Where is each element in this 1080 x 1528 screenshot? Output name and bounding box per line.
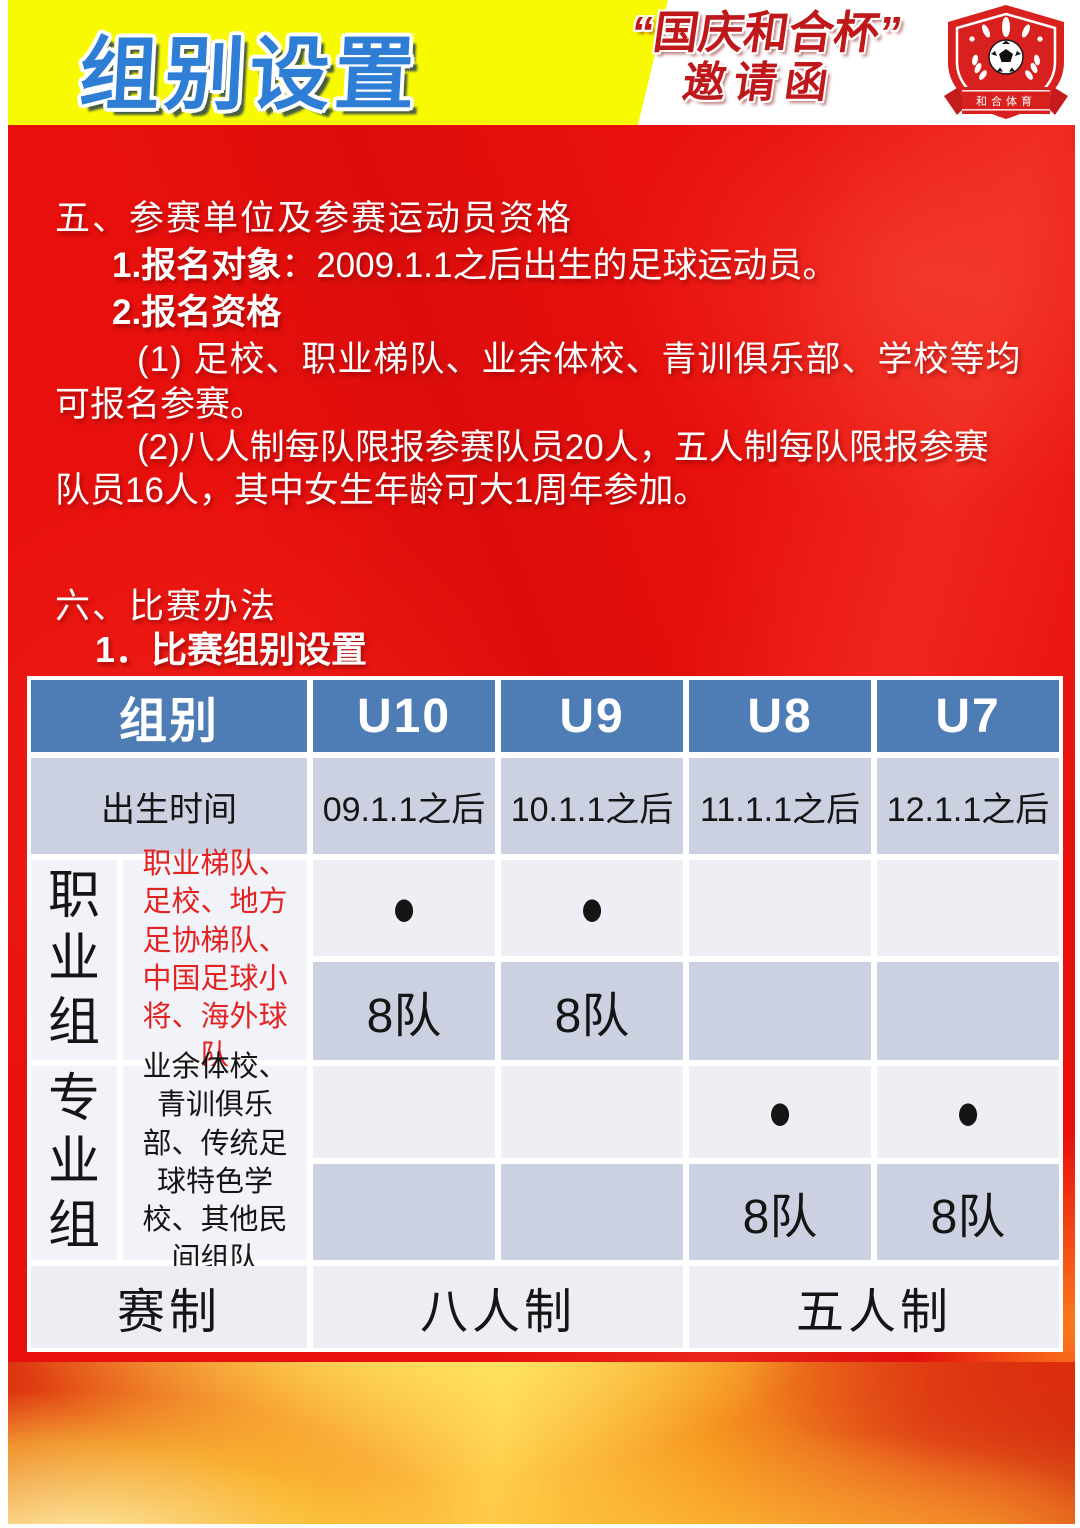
table-header-u9: U9 bbox=[501, 680, 683, 752]
soccer-ball-icon bbox=[988, 39, 1024, 75]
birth-u7: 12.1.1之后 bbox=[877, 758, 1059, 854]
section5-line5: (2)八人制每队限报参赛队员20人，五人制每队限报参赛 bbox=[137, 428, 989, 467]
flame-decoration bbox=[8, 1362, 1075, 1524]
yellow-banner-shape bbox=[8, 0, 668, 125]
badge-ribbon: 和合体育 bbox=[944, 87, 1068, 115]
section5-heading: 五、参赛单位及参赛运动员资格 bbox=[55, 199, 574, 238]
table-header-u7: U7 bbox=[877, 680, 1059, 752]
section5-line4: 可报名参赛。 bbox=[55, 385, 266, 424]
section5-line3: (1) 足校、职业梯队、业余体校、青训俱乐部、学校等均 bbox=[137, 340, 1022, 379]
prof-teams-u10: 8队 bbox=[313, 962, 495, 1060]
section5-item1-label: 1.报名对象 bbox=[112, 246, 282, 285]
spec-teams-u8: 8队 bbox=[689, 1164, 871, 1260]
prof-dot-u9: ● bbox=[501, 860, 683, 956]
badge-text: 和合体育 bbox=[976, 94, 1036, 108]
groups-table: 组别 U10 U9 U8 U7 出生时间 09.1.1之后 10.1.1之后 1… bbox=[27, 676, 1063, 1352]
prof-dot-u10: ● bbox=[313, 860, 495, 956]
top-banner: 组别设置 “国庆和合杯” 邀请函 bbox=[8, 0, 1075, 125]
birth-u10: 09.1.1之后 bbox=[313, 758, 495, 854]
section5-line6: 队员16人，其中女生年龄可大1周年参加。 bbox=[55, 471, 709, 510]
spec-dot-u10 bbox=[313, 1066, 495, 1158]
format-row-label: 赛制 bbox=[31, 1266, 307, 1348]
spec-group-label: 专业组 bbox=[31, 1066, 117, 1260]
section5-item1: 1.报名对象：2009.1.1之后出生的足球运动员。 bbox=[112, 237, 837, 288]
table-header-u10: U10 bbox=[313, 680, 495, 752]
tournament-subtitle: “国庆和合杯” 邀请函 bbox=[601, 6, 925, 107]
birth-row-label: 出生时间 bbox=[31, 758, 307, 854]
spec-teams-u9 bbox=[501, 1164, 683, 1260]
laurel-wreath-icon bbox=[972, 54, 1040, 80]
spec-dot-u9 bbox=[501, 1066, 683, 1158]
spec-teams-u10 bbox=[313, 1164, 495, 1260]
prof-teams-u8 bbox=[689, 962, 871, 1060]
prof-group-label: 职业组 bbox=[31, 860, 117, 1060]
spec-dot-u7: ● bbox=[877, 1066, 1059, 1158]
section6-heading: 六、比赛办法 bbox=[55, 587, 278, 626]
section5-item2-label: 2.报名资格 bbox=[112, 293, 282, 332]
birth-u9: 10.1.1之后 bbox=[501, 758, 683, 854]
table-header-u8: U8 bbox=[689, 680, 871, 752]
prof-dot-u8 bbox=[689, 860, 871, 956]
tournament-name: “国庆和合杯” bbox=[627, 7, 905, 58]
page-title: 组别设置 bbox=[77, 30, 422, 119]
format-eight-a-side: 八人制 bbox=[313, 1266, 683, 1348]
section5-item2: 2.报名资格 bbox=[112, 284, 281, 335]
spec-group-desc: 业余体校、青训俱乐部、传统足球特色学校、其他民间组队 bbox=[123, 1051, 307, 1275]
prof-teams-u9: 8队 bbox=[501, 962, 683, 1060]
section6-subheading: 1．比赛组别设置 bbox=[95, 629, 368, 670]
format-five-a-side: 五人制 bbox=[689, 1266, 1059, 1348]
invitation-label: 邀请函 bbox=[679, 59, 840, 107]
prof-group-desc: 职业梯队、足校、地方足协梯队、中国足球小将、海外球队 bbox=[123, 848, 307, 1072]
birth-u8: 11.1.1之后 bbox=[689, 758, 871, 854]
spec-dot-u8: ● bbox=[689, 1066, 871, 1158]
prof-dot-u7 bbox=[877, 860, 1059, 956]
section5-item1-text: ：2009.1.1之后出生的足球运动员。 bbox=[281, 246, 838, 285]
table-header-group: 组别 bbox=[31, 680, 307, 752]
spec-teams-u7: 8队 bbox=[877, 1164, 1059, 1260]
prof-teams-u7 bbox=[877, 962, 1059, 1060]
club-badge-icon: 和合体育 bbox=[944, 5, 1068, 119]
